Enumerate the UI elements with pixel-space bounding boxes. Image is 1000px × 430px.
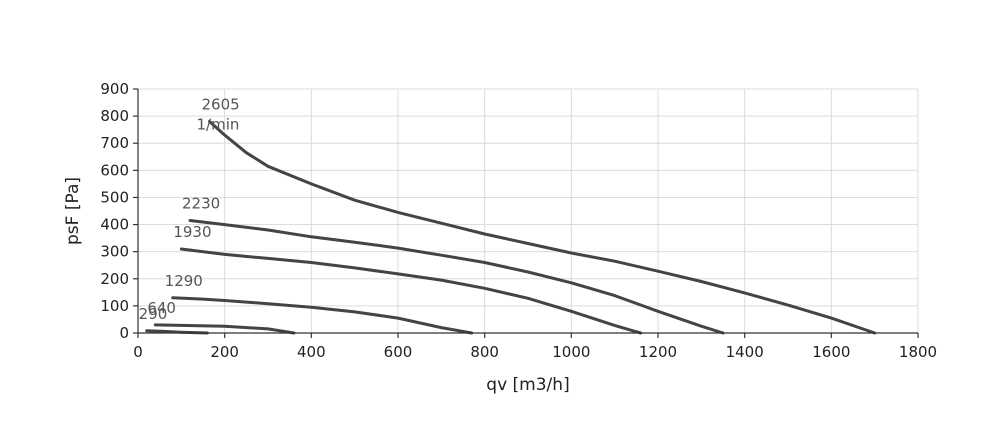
y-tick-label: 600 [100,161,129,179]
curve-640 [153,323,296,335]
x-tick-label: 600 [384,343,413,361]
grid [138,88,919,333]
curves [145,120,877,335]
x-tick-label: 0 [133,343,143,361]
y-tick-label: 0 [119,324,129,342]
y-tick-label: 300 [100,243,129,261]
x-tick-label: 800 [470,343,499,361]
y-tick-label: 200 [100,270,129,288]
y-axis-title: psF [Pa] [63,177,83,245]
curve-2605 [208,120,877,335]
speed-unit-label: 1/min [197,116,240,134]
curve-label-1290: 1290 [165,272,203,290]
curve-label-2230: 2230 [182,194,220,212]
curve-1930 [179,247,643,335]
x-tick-label: 1600 [812,343,850,361]
x-tick-label: 200 [210,343,239,361]
x-tick-label: 400 [297,343,326,361]
curve-label-640: 640 [147,299,176,317]
curve-label-1930: 1930 [173,223,211,241]
y-tick-label: 400 [100,216,129,234]
y-tick-label: 800 [100,107,129,125]
curve-2230 [188,219,725,335]
curve-label-290: 290 [139,305,168,323]
y-tick-label: 700 [100,134,129,152]
y-tick-label: 900 [100,80,129,98]
curve-1290 [171,296,474,335]
axes: 0 200 400 600 800 1000 1200 1400 1600 1800 0 100 200… [100,80,937,361]
x-axis-title: qv [m3/h] [486,375,569,395]
x-tick-label: 1400 [726,343,764,361]
curve-label-2605: 2605 [202,96,240,114]
y-tick-label: 500 [100,188,129,206]
x-tick-label: 1800 [899,343,937,361]
x-tick-label: 1000 [552,343,590,361]
y-tick-label: 100 [100,297,129,315]
x-tick-label: 1200 [639,343,677,361]
